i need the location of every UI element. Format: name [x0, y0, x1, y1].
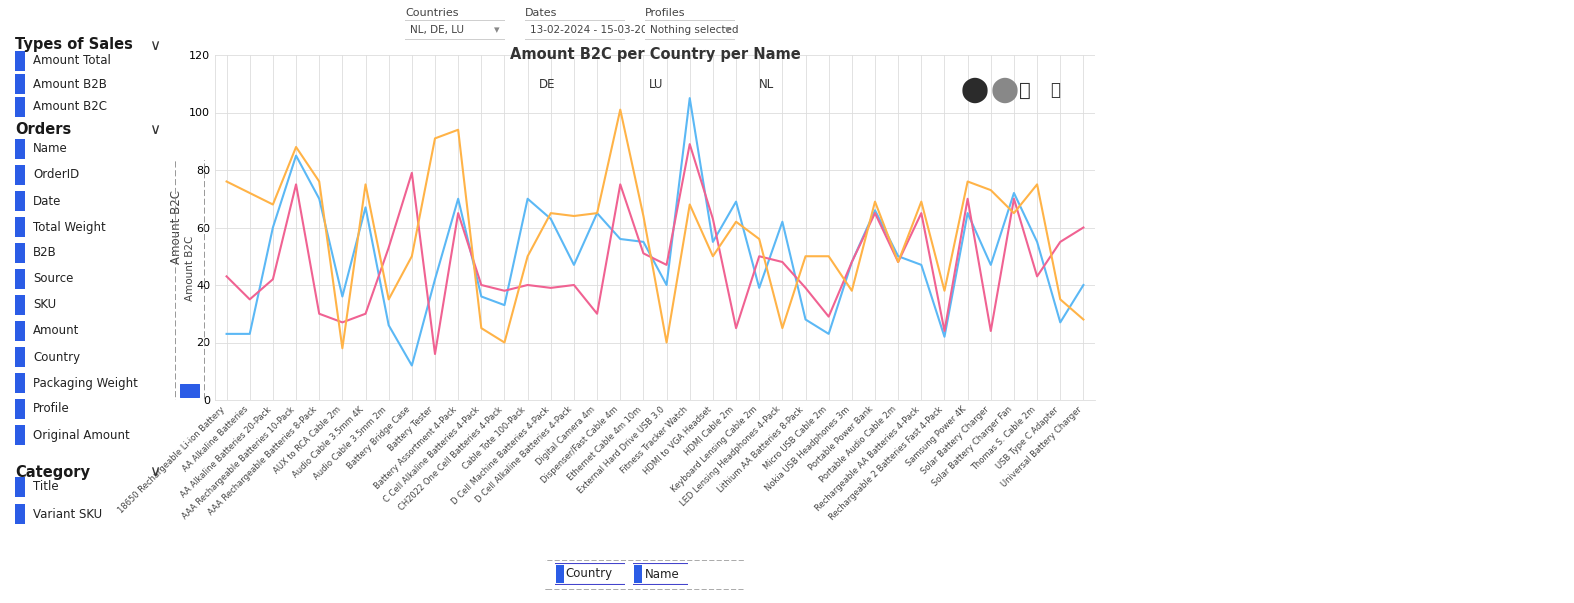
Text: LU: LU	[648, 78, 663, 92]
Text: NL: NL	[759, 78, 774, 92]
Text: Amount: Amount	[33, 324, 79, 338]
Text: 📌: 📌	[1050, 81, 1059, 99]
FancyBboxPatch shape	[16, 399, 25, 419]
Text: Orders: Orders	[16, 122, 71, 137]
Text: Title: Title	[33, 481, 58, 493]
Text: Name: Name	[645, 567, 680, 581]
FancyBboxPatch shape	[401, 20, 508, 40]
Text: Country: Country	[565, 567, 612, 581]
Text: Country: Country	[33, 350, 80, 364]
Text: NL, DE, LU: NL, DE, LU	[409, 25, 464, 35]
Text: Source: Source	[33, 273, 74, 285]
Text: OrderID: OrderID	[33, 168, 79, 182]
Text: Profiles: Profiles	[645, 8, 686, 18]
FancyBboxPatch shape	[16, 243, 25, 263]
Text: Name: Name	[33, 142, 68, 156]
FancyBboxPatch shape	[16, 139, 25, 159]
Text: Countries: Countries	[405, 8, 458, 18]
FancyBboxPatch shape	[16, 504, 25, 524]
FancyBboxPatch shape	[16, 477, 25, 497]
FancyBboxPatch shape	[631, 563, 691, 585]
FancyBboxPatch shape	[16, 191, 25, 211]
FancyBboxPatch shape	[179, 384, 201, 398]
Text: Dates: Dates	[526, 8, 557, 18]
Text: Amount B2C per Country per Name: Amount B2C per Country per Name	[510, 47, 800, 62]
Text: ∨: ∨	[150, 464, 161, 479]
Text: ⬤: ⬤	[992, 77, 1018, 103]
Text: Packaging Weight: Packaging Weight	[33, 376, 139, 390]
Text: DE: DE	[538, 78, 556, 92]
Text: Amount B2C: Amount B2C	[186, 235, 195, 301]
FancyBboxPatch shape	[16, 269, 25, 289]
FancyBboxPatch shape	[16, 347, 25, 367]
Text: Date: Date	[33, 195, 61, 207]
Text: ⛶: ⛶	[1018, 80, 1031, 99]
Text: Nothing selected: Nothing selected	[650, 25, 738, 35]
Text: B2B: B2B	[33, 247, 57, 259]
Text: Amount B2C: Amount B2C	[33, 101, 107, 113]
Text: 13-02-2024 - 15-03-2024: 13-02-2024 - 15-03-2024	[530, 25, 661, 35]
Y-axis label: Amount B2C: Amount B2C	[170, 191, 184, 265]
Text: ▾: ▾	[726, 25, 730, 35]
FancyBboxPatch shape	[556, 565, 563, 583]
FancyBboxPatch shape	[16, 373, 25, 393]
Text: Types of Sales: Types of Sales	[16, 37, 132, 52]
Text: Category: Category	[16, 464, 90, 479]
FancyBboxPatch shape	[16, 97, 25, 117]
Text: Profile: Profile	[33, 402, 69, 415]
Text: ∨: ∨	[150, 122, 161, 137]
FancyBboxPatch shape	[16, 217, 25, 237]
Text: ▾: ▾	[494, 25, 501, 35]
FancyBboxPatch shape	[552, 563, 628, 585]
Text: Variant SKU: Variant SKU	[33, 508, 102, 520]
FancyBboxPatch shape	[641, 20, 738, 40]
Text: Total Weight: Total Weight	[33, 221, 105, 233]
Text: Amount Total: Amount Total	[33, 54, 110, 68]
Text: SKU: SKU	[33, 298, 57, 312]
Text: ⬤: ⬤	[962, 77, 988, 103]
FancyBboxPatch shape	[16, 295, 25, 315]
FancyBboxPatch shape	[16, 425, 25, 445]
FancyBboxPatch shape	[16, 165, 25, 185]
Text: Amount B2B: Amount B2B	[33, 78, 107, 90]
FancyBboxPatch shape	[16, 51, 25, 71]
FancyBboxPatch shape	[16, 321, 25, 341]
FancyBboxPatch shape	[16, 74, 25, 94]
FancyBboxPatch shape	[634, 565, 642, 583]
Text: Original Amount: Original Amount	[33, 429, 129, 441]
Text: ∨: ∨	[150, 37, 161, 52]
FancyBboxPatch shape	[521, 20, 630, 40]
